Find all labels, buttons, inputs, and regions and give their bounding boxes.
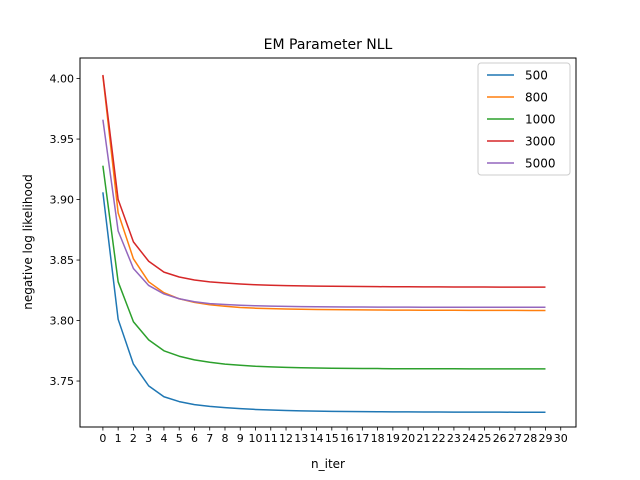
- x-tick-label: 29: [538, 432, 552, 445]
- x-tick-label: 24: [462, 432, 476, 445]
- y-tick-label: 3.85: [50, 254, 75, 267]
- x-axis-ticks: 0 1 2 3 4 5 6 7 8 9 10 11 12 13 14 15 16 17 18 19 20 21 22 23 24…: [99, 427, 568, 445]
- x-tick-label: 12: [279, 432, 293, 445]
- x-tick-label: 14: [310, 432, 324, 445]
- x-tick-label: 15: [325, 432, 339, 445]
- x-tick-label: 27: [508, 432, 522, 445]
- x-tick-label: 19: [386, 432, 400, 445]
- y-axis-label: negative log likelihood: [21, 174, 35, 310]
- x-tick-label: 10: [249, 432, 263, 445]
- y-tick-label: 3.95: [50, 133, 75, 146]
- x-tick-label: 13: [294, 432, 308, 445]
- x-tick-label: 22: [432, 432, 446, 445]
- x-tick-label: 4: [160, 432, 167, 445]
- x-tick-label: 25: [477, 432, 491, 445]
- x-tick-label: 20: [401, 432, 415, 445]
- legend-label-1000: 1000: [525, 113, 556, 127]
- x-tick-label: 11: [264, 432, 278, 445]
- y-axis-ticks: 3.75 3.80 3.85 3.90 3.95 4.00: [50, 73, 80, 388]
- series-line-1000: [102, 165, 546, 370]
- x-tick-label: 0: [99, 432, 106, 445]
- x-tick-label: 9: [237, 432, 244, 445]
- x-tick-label: 8: [221, 432, 228, 445]
- x-tick-label: 3: [145, 432, 152, 445]
- x-tick-label: 2: [130, 432, 137, 445]
- y-tick-label: 3.90: [50, 194, 75, 207]
- legend-label-800: 800: [525, 91, 548, 105]
- legend-label-3000: 3000: [525, 135, 556, 149]
- y-tick-label: 3.80: [50, 315, 75, 328]
- x-tick-label: 23: [447, 432, 461, 445]
- chart-title: EM Parameter NLL: [264, 37, 393, 53]
- x-tick-label: 17: [355, 432, 369, 445]
- x-tick-label: 21: [416, 432, 430, 445]
- x-tick-label: 6: [191, 432, 198, 445]
- series-line-5000: [102, 119, 546, 308]
- y-tick-label: 4.00: [50, 73, 75, 86]
- x-tick-label: 1: [115, 432, 122, 445]
- x-tick-label: 18: [371, 432, 385, 445]
- x-tick-label: 16: [340, 432, 354, 445]
- legend-label-5000: 5000: [525, 157, 556, 171]
- x-tick-label: 5: [176, 432, 183, 445]
- legend: 500 800 1000 3000 5000: [477, 62, 571, 176]
- series-lines: [102, 74, 546, 413]
- y-tick-label: 3.75: [50, 375, 75, 388]
- legend-label-500: 500: [525, 69, 548, 83]
- x-tick-label: 30: [554, 432, 568, 445]
- series-line-500: [102, 192, 546, 413]
- x-tick-label: 28: [523, 432, 537, 445]
- legend-box: [477, 62, 571, 176]
- series-line-3000: [102, 74, 546, 288]
- x-axis-label: n_iter: [311, 457, 345, 471]
- plot-frame: [79, 57, 577, 428]
- x-tick-label: 26: [493, 432, 507, 445]
- x-tick-label: 7: [206, 432, 213, 445]
